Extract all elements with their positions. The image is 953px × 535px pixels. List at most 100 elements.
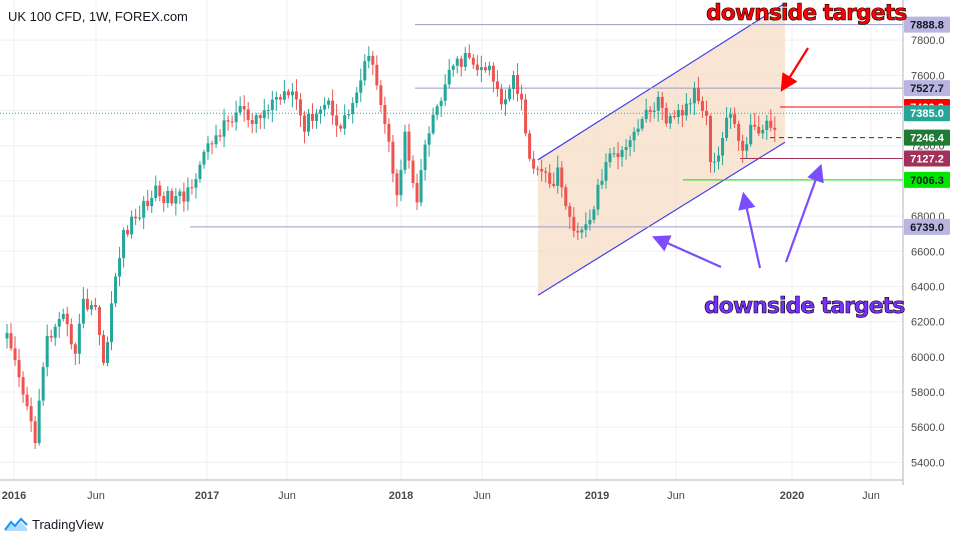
candle-down	[298, 92, 302, 127]
candle-body	[294, 91, 298, 100]
price-level-label-bg	[904, 80, 950, 97]
candle-body	[302, 115, 306, 132]
candle-up	[266, 104, 270, 120]
candle-body	[512, 75, 516, 90]
channel-upper-line	[537, 2, 786, 161]
candle-body	[246, 109, 250, 121]
candle-up	[307, 108, 310, 137]
price-level-label-bg	[904, 150, 950, 167]
candle-body	[660, 96, 664, 108]
candle-body	[499, 89, 503, 105]
candle-body	[218, 135, 222, 137]
candle-down	[162, 191, 166, 212]
price-level-label-text: 7888.8	[910, 20, 944, 32]
candle-down	[379, 80, 383, 113]
price-level-label: 7527.7	[904, 80, 950, 97]
candle-body	[704, 110, 708, 116]
candle-up	[323, 97, 327, 117]
annotation-arrows	[651, 47, 824, 269]
price-level-label-text: 7127.2	[910, 154, 944, 166]
candle-body	[644, 109, 648, 120]
candle-down	[700, 96, 704, 118]
candle-down	[544, 167, 548, 183]
candle-up	[351, 97, 355, 124]
candle-up	[684, 93, 688, 121]
candle-up	[580, 226, 584, 239]
price-level-labels: 7888.87527.77420.27385.07246.47127.27006…	[904, 16, 950, 235]
candle-down	[648, 106, 652, 123]
candle-body	[282, 91, 286, 100]
candle-body	[210, 143, 214, 145]
y-tick-label: 5800.0	[911, 387, 945, 399]
candle-up	[130, 210, 134, 239]
chart-title: UK 100 CFD, 1W, FOREX.com	[8, 9, 188, 24]
candle-body	[769, 120, 773, 128]
candle-body	[608, 153, 612, 163]
candle-body	[696, 88, 700, 101]
candle-body	[146, 200, 150, 207]
candle-body	[403, 131, 407, 170]
candle-down	[17, 348, 21, 388]
candle-body	[178, 191, 182, 196]
candle-body	[632, 131, 636, 141]
x-tick-label: Jun	[473, 490, 491, 502]
candle-body	[194, 179, 198, 188]
candle-up	[717, 146, 721, 170]
arrow-purple-level	[784, 163, 824, 263]
candle-up	[166, 186, 170, 208]
candle-up	[431, 107, 435, 136]
candle-body	[544, 171, 548, 173]
candle-down	[733, 107, 737, 128]
annotation-top-text: downside targets	[706, 1, 908, 27]
candle-up	[721, 131, 725, 166]
candle-body	[483, 67, 487, 71]
candle-body	[174, 195, 178, 204]
candle-body	[150, 197, 154, 207]
candle-body	[648, 109, 652, 112]
candle-up	[636, 119, 640, 136]
candle-body	[741, 140, 745, 151]
candle-up	[222, 108, 226, 148]
candle-down	[528, 129, 532, 162]
candle-up	[138, 205, 142, 221]
candle-body	[387, 124, 391, 142]
candle-body	[142, 200, 146, 218]
candle-up	[451, 63, 455, 77]
candle-body	[709, 115, 712, 163]
candle-body	[89, 304, 93, 310]
candle-body	[73, 344, 77, 354]
candle-up	[628, 135, 632, 157]
candle-body	[548, 172, 552, 184]
y-tick-label: 5400.0	[911, 457, 945, 469]
candle-body	[77, 323, 81, 354]
candle-body	[266, 110, 270, 112]
candle-down	[286, 88, 290, 99]
candle-body	[274, 97, 278, 100]
candle-body	[427, 133, 431, 145]
price-level-label-bg	[904, 16, 950, 33]
candle-body	[315, 113, 319, 121]
candle-down	[126, 225, 130, 237]
candle-body	[395, 173, 399, 196]
candle-down	[9, 323, 13, 351]
candle-body	[29, 406, 33, 422]
candle-up	[106, 336, 109, 367]
candle-up	[89, 300, 93, 316]
candle-down	[564, 184, 568, 210]
candle-up	[427, 126, 431, 157]
candle-body	[411, 160, 415, 184]
candle-body	[335, 115, 339, 126]
candle-down	[769, 109, 773, 132]
candle-body	[114, 276, 118, 304]
candle-body	[254, 115, 258, 124]
candles	[5, 44, 777, 450]
candle-down	[520, 84, 524, 111]
candle-up	[435, 103, 439, 121]
brand[interactable]: TradingView	[4, 516, 104, 532]
candle-down	[773, 116, 777, 142]
candle-body	[463, 53, 467, 67]
candle-up	[327, 97, 331, 109]
candle-up	[363, 54, 367, 86]
candle-up	[178, 188, 182, 205]
